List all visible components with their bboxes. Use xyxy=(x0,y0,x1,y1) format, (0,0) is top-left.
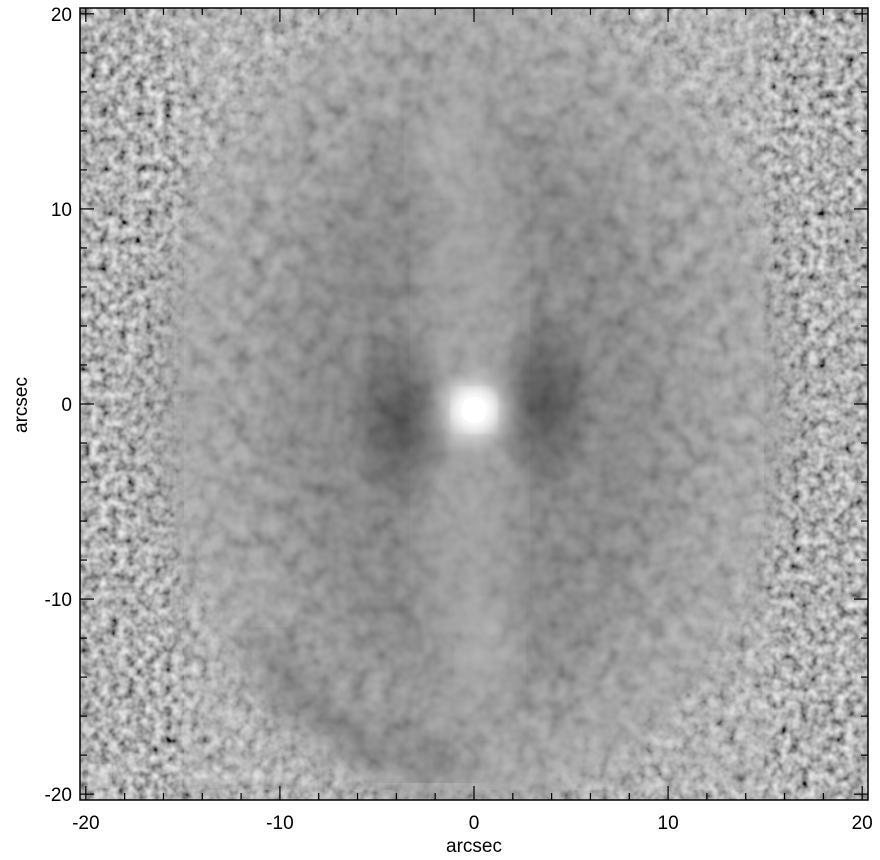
x-tick-label: -20 xyxy=(72,813,99,834)
y-tick-label: -10 xyxy=(45,590,72,611)
x-tick-labels: -20 -10 0 10 20 xyxy=(72,813,873,834)
x-tick-label: 0 xyxy=(469,813,480,834)
nebula-image xyxy=(80,0,868,800)
background-star xyxy=(90,766,110,786)
central-star xyxy=(429,365,519,455)
y-tick-label: 20 xyxy=(51,5,72,26)
y-tick-label: 0 xyxy=(61,395,72,416)
x-tick-label: 20 xyxy=(852,813,873,834)
y-tick-label: -20 xyxy=(45,785,72,806)
y-tick-labels: 20 10 0 -10 -20 xyxy=(45,5,72,806)
x-tick-label: 10 xyxy=(658,813,679,834)
y-tick-label: 10 xyxy=(51,200,72,221)
x-tick-label: -10 xyxy=(266,813,293,834)
y-axis-title: arcsec xyxy=(11,377,32,433)
x-axis-title: arcsec xyxy=(446,836,502,857)
